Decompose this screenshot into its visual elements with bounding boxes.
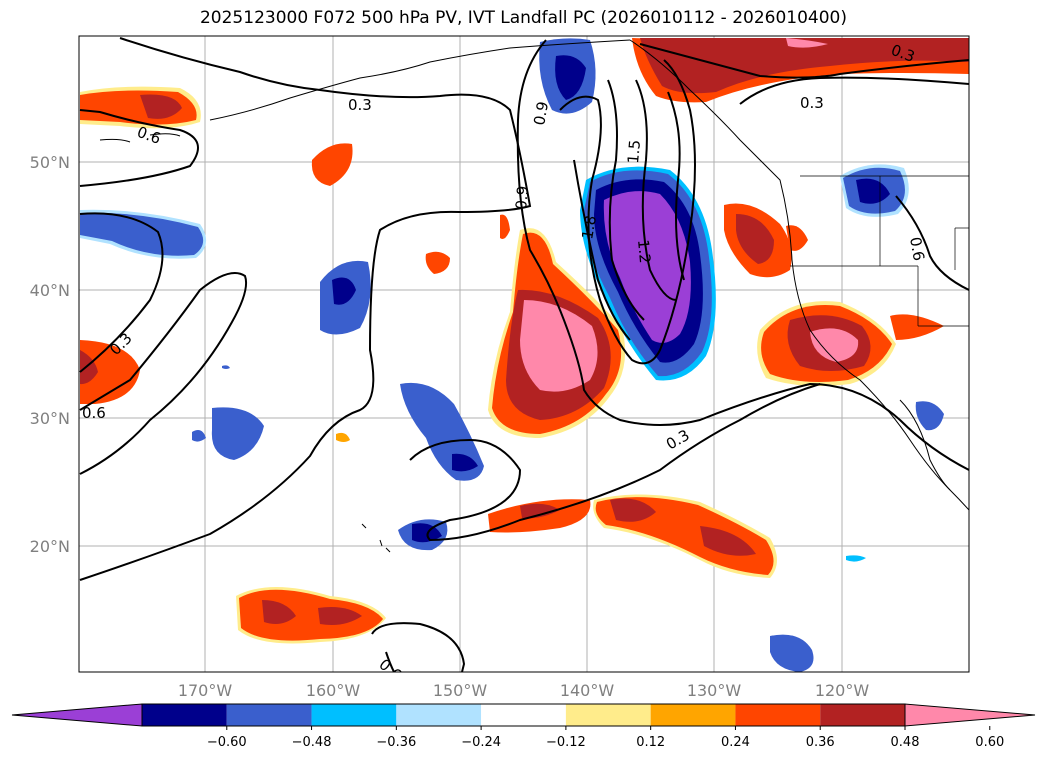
colorbar-segment <box>820 704 905 726</box>
lon-label: 130°W <box>687 681 742 700</box>
colorbar-segment <box>735 704 821 726</box>
colorbar-segment <box>565 704 651 726</box>
ivt-contours <box>79 37 969 672</box>
longitude-labels: 170°W 160°W 150°W 140°W 130°W 120°W <box>178 681 870 700</box>
contour-label: 0.3 <box>800 94 824 112</box>
state-borders <box>790 175 969 327</box>
lat-label: 40°N <box>30 281 70 300</box>
lon-label: 160°W <box>306 681 361 700</box>
colorbar-tick-label: −0.36 <box>376 735 416 750</box>
colorbar-tick-label: 0.24 <box>721 735 750 750</box>
colorbar-tick-label: −0.12 <box>546 735 586 750</box>
colorbar-tick-label: 0.12 <box>636 735 665 750</box>
colorbar-segment <box>226 704 312 726</box>
colorbar-outline <box>141 703 906 727</box>
colorbar-tick-label: 0.36 <box>806 735 835 750</box>
colorbar-segment <box>142 704 227 726</box>
lat-label: 50°N <box>30 153 70 172</box>
colorbar-segment <box>481 704 566 726</box>
contour-label: 0.6 <box>82 404 106 422</box>
pv-positive-regions <box>80 38 969 644</box>
latitude-labels: 50°N 40°N 30°N 20°N <box>30 153 70 556</box>
colorbar-extend-high <box>904 703 1036 727</box>
colorbar-tick-label: −0.48 <box>292 735 332 750</box>
contour-label: 0.3 <box>348 96 372 114</box>
contour-label: 0.9 <box>530 100 552 127</box>
contour-label: 0.9 <box>512 185 532 210</box>
colorbar-segment <box>311 704 397 726</box>
colorbar-tick-label: 0.60 <box>975 735 1004 750</box>
coastlines <box>99 39 969 553</box>
map-title: 2025123000 F072 500 hPa PV, IVT Landfall… <box>199 8 847 28</box>
pv-negative-regions <box>80 38 944 672</box>
lon-label: 170°W <box>178 681 233 700</box>
colorbar-tick-label: −0.60 <box>207 735 247 750</box>
colorbar-segment <box>396 704 482 726</box>
lat-label: 20°N <box>30 537 70 556</box>
colorbar-tick-label: −0.24 <box>461 735 501 750</box>
colorbar-segment <box>650 704 736 726</box>
contour-label: 1.5 <box>624 139 644 164</box>
colorbar-extend-low <box>11 703 143 727</box>
contour-label: 0.6 <box>906 236 928 263</box>
lon-label: 140°W <box>560 681 615 700</box>
lon-label: 150°W <box>433 681 488 700</box>
lat-label: 30°N <box>30 409 70 428</box>
map-frame <box>78 35 970 673</box>
lon-label: 120°W <box>815 681 870 700</box>
colorbar-tick-label: 0.48 <box>891 735 920 750</box>
contour-label: 1.2 <box>634 239 654 264</box>
contour-label: 1.8 <box>578 214 600 241</box>
colorbar: −0.60 −0.48 −0.36 −0.24 −0.12 0.12 0.24 0.36 0.4… <box>11 703 1036 750</box>
